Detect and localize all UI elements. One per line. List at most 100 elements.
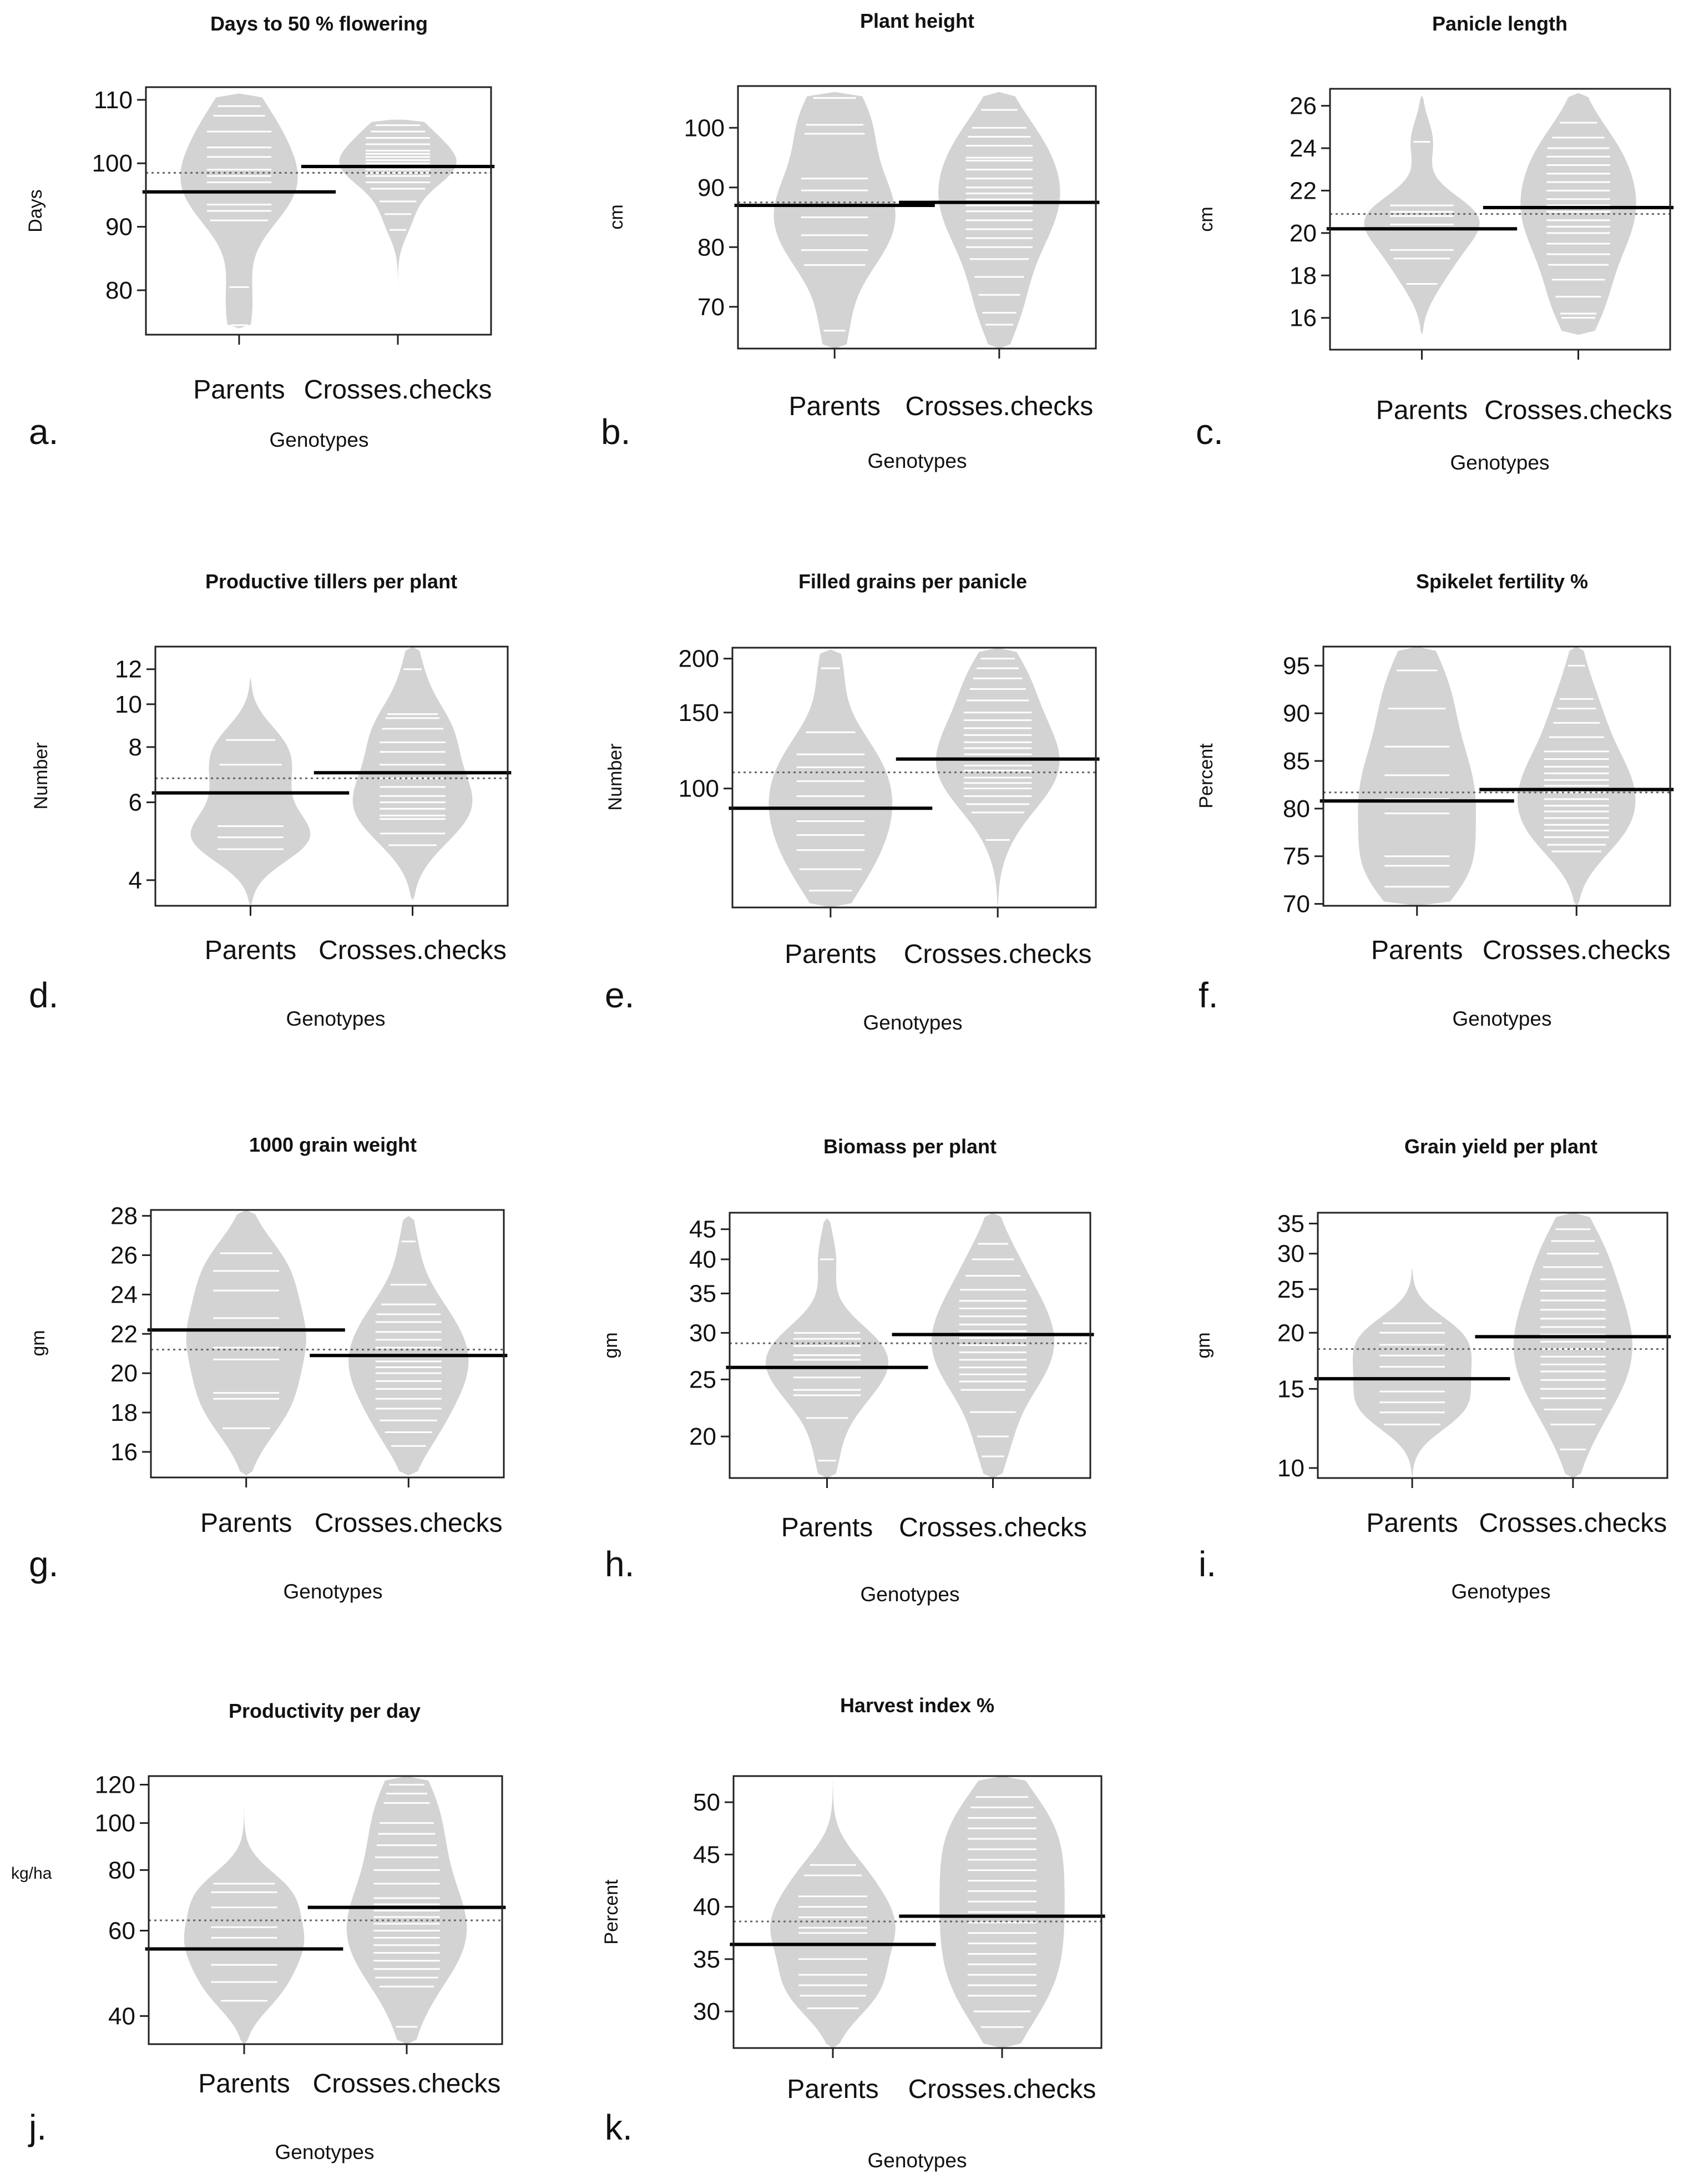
plot-frame xyxy=(1322,645,1671,907)
panel-label: j. xyxy=(28,2107,47,2147)
y-tick-label: 15 xyxy=(1277,1375,1304,1403)
y-tick-label: 100 xyxy=(684,114,725,142)
chart-title: Grain yield per plant xyxy=(1404,1135,1597,1158)
panel-label: k. xyxy=(605,2107,633,2147)
y-tick-label: 30 xyxy=(1277,1240,1304,1268)
category-label: Crosses.checks xyxy=(318,936,507,965)
y-axis-label: cm xyxy=(606,204,627,229)
y-tick-label: 20 xyxy=(1290,220,1317,247)
category-label: Crosses.checks xyxy=(1479,1509,1667,1538)
plot-frame xyxy=(148,1775,503,2045)
category-label: Parents xyxy=(785,940,876,969)
y-tick-label: 26 xyxy=(110,1242,138,1269)
category-label: Parents xyxy=(1371,936,1463,965)
bean-parents xyxy=(773,92,896,349)
panel-a: 80 90 100 110 Parents Crosses.checks Days to 5… xyxy=(25,12,495,452)
y-tick-label: 18 xyxy=(110,1399,138,1426)
category-label: Parents xyxy=(781,1513,873,1542)
bean-crosses-checks xyxy=(348,1215,469,1476)
category-label: Parents xyxy=(193,375,285,405)
y-tick-label: 24 xyxy=(110,1281,138,1308)
panel-label: c. xyxy=(1196,412,1223,452)
x-axis-label: Genotypes xyxy=(270,428,369,451)
panel-label: f. xyxy=(1199,975,1218,1015)
y-tick-label: 120 xyxy=(95,1771,135,1798)
panel-label: a. xyxy=(29,412,58,452)
y-tick-label: 26 xyxy=(1290,93,1317,120)
y-axis-label: gm xyxy=(28,1330,49,1356)
y-tick-label: 90 xyxy=(1283,700,1310,727)
chart-title: Productive tillers per plant xyxy=(205,570,457,593)
category-label: Parents xyxy=(1366,1509,1458,1538)
y-tick-label: 28 xyxy=(110,1203,138,1230)
category-label: Crosses.checks xyxy=(1484,396,1672,425)
y-axis-label: gm xyxy=(600,1332,621,1358)
category-label: Parents xyxy=(788,392,880,421)
y-axis-label: gm xyxy=(1193,1332,1214,1358)
y-tick-label: 20 xyxy=(1277,1319,1304,1346)
y-tick-label: 80 xyxy=(105,277,133,304)
y-tick-label: 10 xyxy=(115,691,142,718)
chart-title: Harvest index % xyxy=(840,1694,994,1717)
chart-title: Filled grains per panicle xyxy=(798,570,1027,593)
y-tick-label: 100 xyxy=(92,150,133,177)
y-tick-label: 35 xyxy=(693,1946,720,1973)
category-label: Crosses.checks xyxy=(304,375,492,405)
y-tick-label: 80 xyxy=(1283,795,1310,823)
panel-f: 70 75 80 85 90 95 Parents Crosses.checks Spikele… xyxy=(1196,570,1674,1030)
y-tick-label: 24 xyxy=(1290,135,1317,162)
y-tick-label: 16 xyxy=(110,1439,138,1466)
panel-label: h. xyxy=(605,1544,634,1584)
panel-label: d. xyxy=(29,975,58,1015)
bean-crosses-checks xyxy=(1513,1213,1632,1478)
panel-c: 16 18 20 22 24 26 Parents Crosses.checks Panicle… xyxy=(1196,12,1674,474)
category-label: Crosses.checks xyxy=(905,392,1093,421)
plot-frame xyxy=(729,1212,1091,1479)
chart-title: Spikelet fertility % xyxy=(1416,570,1588,593)
category-label: Crosses.checks xyxy=(899,1513,1087,1542)
plot-frame xyxy=(1329,88,1671,351)
plot-frame xyxy=(145,86,492,336)
y-tick-label: 90 xyxy=(105,214,133,241)
y-tick-label: 80 xyxy=(697,234,725,261)
x-axis-label: Genotypes xyxy=(286,1007,386,1030)
y-tick-label: 10 xyxy=(1277,1455,1304,1482)
x-axis-label: Genotypes xyxy=(1453,1007,1552,1030)
panel-k: 30 35 40 45 50 Parents Crosses.checks Harvest i… xyxy=(601,1694,1105,2172)
panel-label: i. xyxy=(1199,1544,1216,1584)
y-tick-label: 200 xyxy=(679,645,719,673)
y-tick-label: 8 xyxy=(129,734,142,761)
bean-crosses-checks xyxy=(339,119,457,303)
bean-parents xyxy=(768,649,893,907)
y-tick-label: 25 xyxy=(689,1366,716,1393)
y-axis-label: cm xyxy=(1196,206,1217,231)
y-tick-label: 60 xyxy=(108,1917,135,1944)
bean-parents xyxy=(1358,647,1476,906)
plot-frame xyxy=(732,1775,1103,2049)
panel-e: 100 150 200 Parents Crosses.checks Filled gra… xyxy=(605,570,1100,1034)
plot-frame xyxy=(737,85,1097,350)
y-tick-label: 80 xyxy=(108,1857,135,1884)
y-tick-label: 20 xyxy=(689,1423,716,1450)
y-axis-label: kg/ha xyxy=(11,1864,52,1883)
chart-title: Panicle length xyxy=(1432,12,1567,35)
y-tick-label: 35 xyxy=(1277,1210,1304,1238)
y-axis-label: Percent xyxy=(601,1879,622,1945)
y-axis-label: Number xyxy=(31,743,52,810)
panel-d: 4 6 8 10 12 Parents Crosses.checks Productive t… xyxy=(29,570,512,1030)
category-label: Crosses.checks xyxy=(315,1509,503,1538)
panel-j: 40 60 80 100 120 Parents Crosses.checks Product… xyxy=(11,1699,506,2163)
panel-h: 20 25 30 35 40 45 Parents Crosses.checks Biomass… xyxy=(600,1135,1094,1606)
chart-title: 1000 grain weight xyxy=(249,1133,417,1156)
bean-parents xyxy=(766,1218,888,1478)
y-tick-label: 40 xyxy=(108,2003,135,2030)
y-axis-label: Percent xyxy=(1196,743,1217,809)
y-tick-label: 100 xyxy=(679,775,719,803)
y-tick-label: 35 xyxy=(689,1280,716,1307)
y-tick-label: 20 xyxy=(110,1360,138,1387)
chart-title: Days to 50 % flowering xyxy=(210,12,428,35)
y-tick-label: 12 xyxy=(115,656,142,683)
y-tick-label: 16 xyxy=(1290,305,1317,332)
